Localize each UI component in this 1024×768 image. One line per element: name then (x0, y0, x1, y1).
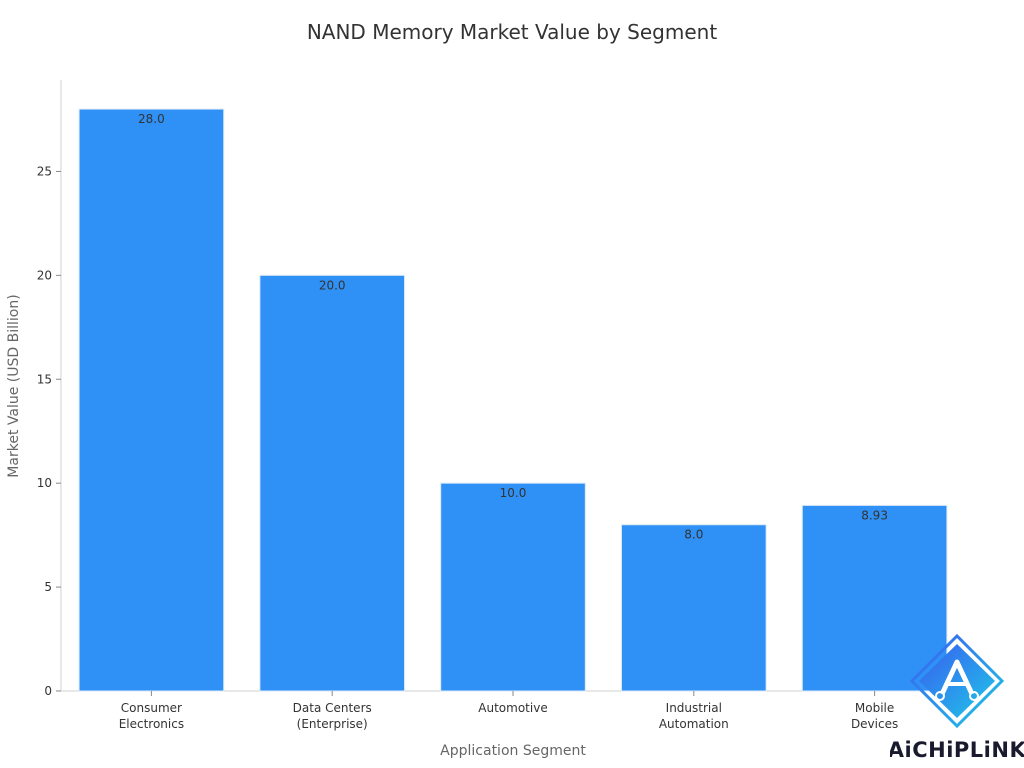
bar (78, 108, 225, 692)
x-tick-label: Devices (851, 717, 898, 731)
watermark-logo: AiCHiPLiNK (890, 633, 1024, 762)
y-tick-label: 0 (44, 684, 52, 698)
y-tick-label: 20 (37, 268, 52, 282)
x-tick-label: (Enterprise) (297, 717, 368, 731)
x-tick-label: Mobile (855, 701, 894, 715)
x-tick-label: Electronics (119, 717, 184, 731)
bar (801, 504, 948, 692)
y-tick-label: 25 (37, 164, 52, 178)
bar-value-label: 8.93 (861, 508, 888, 522)
y-tick-label: 15 (37, 372, 52, 386)
bar (620, 524, 767, 692)
x-axis-label: Application Segment (440, 743, 586, 759)
watermark-text: AiCHiPLiNK (890, 738, 1024, 762)
x-tick-label: Automation (659, 717, 729, 731)
data-labels: 28.0 20.0 10.0 8.0 8.93 (138, 112, 888, 542)
bar-value-label: 28.0 (138, 112, 165, 126)
y-axis-label: Market Value (USD Billion) (6, 294, 22, 477)
bar-value-label: 10.0 (500, 486, 527, 500)
y-tick-labels: 0 5 10 15 20 25 (37, 164, 61, 698)
x-tick-labels: Consumer Electronics Data Centers (Enterpri… (119, 691, 898, 731)
bar-value-label: 8.0 (684, 528, 703, 542)
bar (440, 482, 586, 692)
x-tick-label: Automotive (478, 701, 547, 715)
bars (78, 108, 948, 692)
x-tick-label: Industrial (666, 701, 722, 715)
x-tick-label: Consumer (121, 701, 182, 715)
y-tick-label: 10 (37, 476, 52, 490)
bar (259, 274, 406, 692)
y-tick-label: 5 (44, 580, 52, 594)
x-tick-label: Data Centers (293, 701, 372, 715)
chip-a-logo-icon (909, 633, 1005, 729)
chart-title: NAND Memory Market Value by Segment (306, 20, 718, 44)
bar-value-label: 20.0 (319, 278, 346, 292)
